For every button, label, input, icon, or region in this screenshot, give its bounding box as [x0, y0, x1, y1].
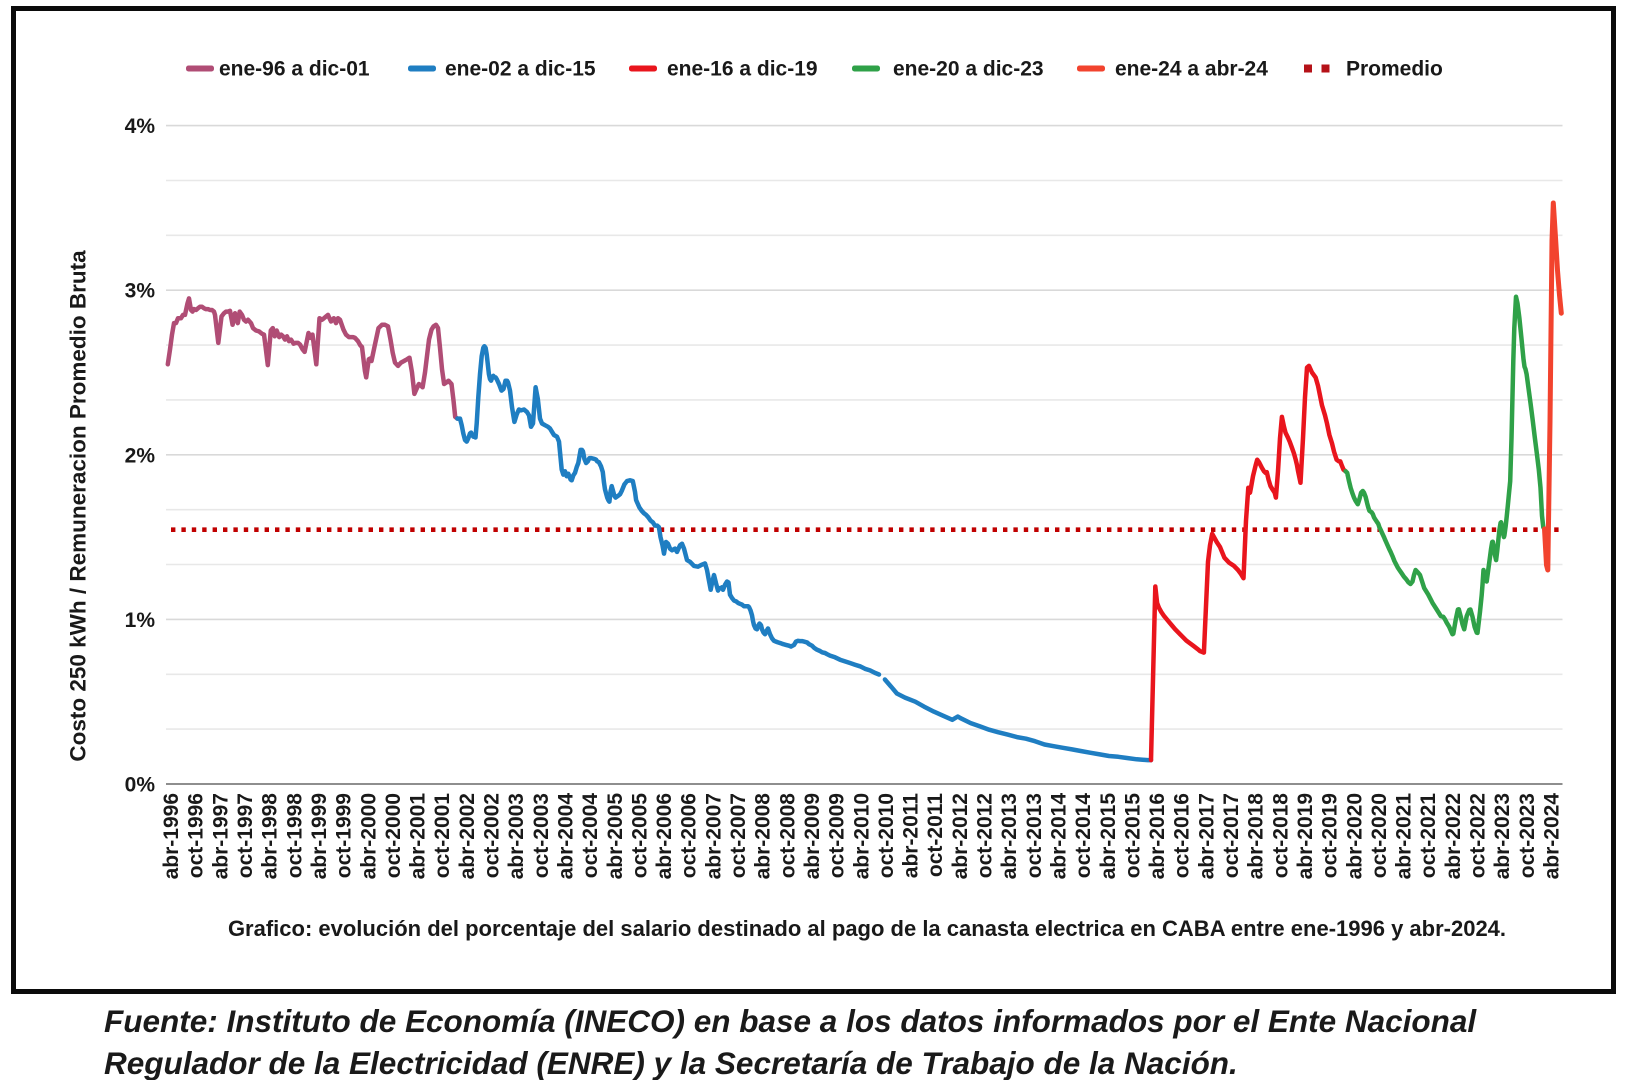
svg-text:oct-2023: oct-2023: [1516, 793, 1539, 878]
svg-text:oct-2005: oct-2005: [628, 793, 651, 879]
svg-text:Costo 250 kWh / Remuneracion P: Costo 250 kWh / Remuneracion Promedio Br…: [66, 250, 91, 762]
svg-text:abr-2004: abr-2004: [555, 793, 578, 880]
svg-text:oct-1999: oct-1999: [333, 793, 356, 878]
svg-text:oct-1998: oct-1998: [283, 793, 306, 879]
svg-text:abr-2023: abr-2023: [1491, 793, 1514, 879]
svg-text:4%: 4%: [125, 115, 156, 138]
svg-text:ene-96 a dic-01: ene-96 a dic-01: [219, 58, 370, 81]
svg-text:abr-2017: abr-2017: [1195, 793, 1218, 879]
svg-text:oct-2011: oct-2011: [924, 793, 947, 877]
svg-text:ene-24 a abr-24: ene-24 a abr-24: [1115, 58, 1268, 81]
svg-text:Promedio: Promedio: [1346, 58, 1443, 81]
svg-text:oct-2022: oct-2022: [1467, 793, 1490, 878]
svg-text:3%: 3%: [125, 280, 156, 303]
svg-text:abr-2020: abr-2020: [1343, 793, 1366, 879]
svg-text:oct-2007: oct-2007: [727, 793, 750, 878]
svg-text:abr-2001: abr-2001: [407, 793, 430, 880]
svg-text:oct-2020: oct-2020: [1368, 793, 1391, 878]
svg-text:abr-2011: abr-2011: [900, 793, 923, 879]
svg-text:abr-2007: abr-2007: [702, 793, 725, 879]
svg-text:abr-1996: abr-1996: [160, 793, 183, 879]
svg-text:ene-20 a dic-23: ene-20 a dic-23: [893, 58, 1044, 81]
svg-text:oct-2016: oct-2016: [1171, 793, 1194, 878]
svg-text:abr-1999: abr-1999: [308, 793, 331, 879]
svg-text:oct-2021: oct-2021: [1417, 793, 1440, 879]
svg-text:abr-2021: abr-2021: [1393, 793, 1416, 880]
svg-text:ene-16 a dic-19: ene-16 a dic-19: [667, 58, 818, 81]
svg-text:oct-1997: oct-1997: [234, 793, 257, 878]
svg-text:oct-2015: oct-2015: [1121, 793, 1144, 879]
svg-text:abr-2005: abr-2005: [604, 793, 627, 880]
svg-text:oct-2018: oct-2018: [1269, 793, 1292, 879]
svg-text:abr-2008: abr-2008: [752, 793, 775, 880]
svg-text:0%: 0%: [125, 774, 156, 797]
svg-text:abr-2022: abr-2022: [1442, 793, 1465, 879]
svg-text:2%: 2%: [125, 444, 156, 467]
svg-text:oct-2004: oct-2004: [579, 793, 602, 879]
svg-text:oct-2017: oct-2017: [1220, 793, 1243, 878]
svg-text:abr-2015: abr-2015: [1097, 793, 1120, 880]
svg-text:abr-2016: abr-2016: [1146, 793, 1169, 879]
svg-text:abr-2006: abr-2006: [653, 793, 676, 879]
svg-text:abr-2018: abr-2018: [1245, 793, 1268, 880]
svg-text:abr-2000: abr-2000: [357, 793, 380, 879]
svg-text:Fuente: Instituto de Economía: Fuente: Instituto de Economía (INECO) en…: [104, 1003, 1477, 1039]
svg-text:abr-2024: abr-2024: [1540, 793, 1563, 880]
svg-text:abr-2010: abr-2010: [850, 793, 873, 879]
svg-text:abr-2002: abr-2002: [456, 793, 479, 879]
svg-text:abr-2009: abr-2009: [801, 793, 824, 879]
svg-text:oct-2008: oct-2008: [776, 793, 799, 879]
svg-text:oct-2012: oct-2012: [974, 793, 997, 878]
svg-text:Regulador de la Electricidad (: Regulador de la Electricidad (ENRE) y la…: [104, 1045, 1238, 1080]
svg-text:oct-2009: oct-2009: [826, 793, 849, 878]
svg-text:abr-2012: abr-2012: [949, 793, 972, 879]
svg-text:abr-2003: abr-2003: [505, 793, 528, 879]
svg-text:abr-1998: abr-1998: [259, 793, 282, 880]
svg-text:1%: 1%: [125, 609, 156, 632]
svg-text:oct-1996: oct-1996: [185, 793, 208, 878]
svg-text:oct-2013: oct-2013: [1023, 793, 1046, 878]
svg-text:oct-2006: oct-2006: [678, 793, 701, 878]
svg-text:oct-2002: oct-2002: [481, 793, 504, 878]
svg-text:ene-02 a dic-15: ene-02 a dic-15: [445, 58, 596, 81]
svg-text:oct-2014: oct-2014: [1072, 793, 1095, 879]
svg-text:oct-2019: oct-2019: [1319, 793, 1342, 878]
svg-text:abr-2014: abr-2014: [1048, 793, 1071, 880]
svg-text:oct-2001: oct-2001: [431, 793, 454, 879]
svg-text:oct-2010: oct-2010: [875, 793, 898, 878]
svg-text:oct-2003: oct-2003: [530, 793, 553, 878]
svg-text:abr-1997: abr-1997: [209, 793, 232, 879]
svg-text:Grafico: evolución del porcent: Grafico: evolución del porcentaje del sa…: [228, 916, 1506, 941]
svg-text:abr-2013: abr-2013: [998, 793, 1021, 879]
svg-text:abr-2019: abr-2019: [1294, 793, 1317, 879]
svg-text:oct-2000: oct-2000: [382, 793, 405, 878]
